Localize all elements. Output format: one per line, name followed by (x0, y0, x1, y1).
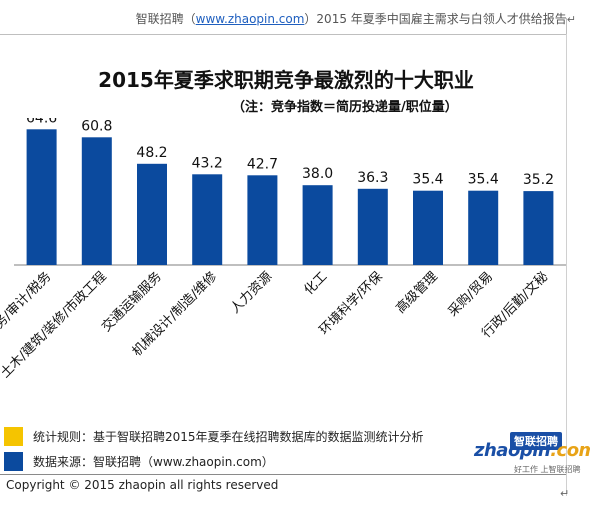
header-suffix: ）2015 年夏季中国雇主需求与白领人才供给报告 (304, 12, 567, 26)
legend-swatch-blue (4, 451, 23, 471)
footer-divider (0, 474, 566, 475)
bar-value-label-9: 35.4 (468, 172, 499, 188)
return-mark-bottom: ↵ (560, 487, 570, 500)
return-mark: ↵ (566, 13, 576, 26)
header-corner-mark (566, 18, 567, 34)
legend-rule-text: 统计规则：基于智联招聘2015年夏季在线招聘数据库的数据监测统计分析 (33, 429, 424, 444)
bar-value-label-5: 42.7 (247, 156, 278, 172)
chart-title: 2015年夏季求职期竞争最激烈的十大职业 (98, 68, 474, 92)
category-label-2: 土木/建筑/装修/市政工程 (0, 269, 110, 382)
legend-source: 数据来源：智联招聘（www.zhaopin.com） (0, 450, 274, 472)
legend-swatch-yellow (4, 426, 23, 446)
logo-wordmark: zhaopin.com (474, 440, 590, 461)
bar-chart: 64.6财务/审计/税务60.8土木/建筑/装修/市政工程48.2交通运输服务4… (0, 118, 566, 382)
bar-3 (137, 163, 167, 265)
bar-4 (192, 174, 223, 265)
page-margin-line (566, 34, 567, 496)
category-label-8: 高级管理 (393, 269, 441, 317)
bar-10 (523, 191, 554, 265)
bar-value-label-6: 38.0 (302, 166, 333, 182)
copyright: Copyright © 2015 zhaopin all rights rese… (6, 478, 279, 492)
header-divider (0, 34, 566, 35)
chart-subtitle: （注：竞争指数＝简历投递量/职位量） (232, 100, 458, 115)
bar-value-label-1: 64.6 (26, 118, 57, 126)
bar-2 (81, 137, 112, 265)
bar-8 (413, 190, 443, 265)
bar-value-label-8: 35.4 (412, 172, 443, 188)
bar-6 (302, 185, 333, 265)
zhaopin-logo: 智联招聘 zhaopin.com 好工作 上智联招聘 (474, 432, 590, 476)
header-prefix: 智联招聘（ (135, 12, 196, 26)
logo-wordmark-main: zhaopin (474, 440, 551, 461)
logo-wordmark-domain: .com (550, 440, 590, 461)
bar-1 (26, 129, 57, 265)
header-link[interactable]: www.zhaopin.com (195, 12, 305, 26)
bar-5 (247, 175, 278, 265)
category-label-9: 采购/贸易 (445, 269, 496, 320)
report-header: 智联招聘（www.zhaopin.com）2015 年夏季中国雇主需求与白领人才… (0, 10, 576, 30)
category-label-5: 人力资源 (228, 269, 275, 316)
category-label-6: 化工 (301, 269, 330, 298)
bar-value-label-4: 43.2 (192, 155, 223, 171)
bar-value-label-3: 48.2 (136, 145, 167, 161)
bar-value-label-10: 35.2 (523, 172, 554, 188)
logo-badge: 智联招聘 (510, 432, 562, 450)
logo-tagline: 好工作 上智联招聘 (514, 465, 581, 474)
bar-9 (468, 190, 499, 265)
bar-value-label-2: 60.8 (81, 118, 112, 134)
bar-7 (357, 188, 388, 265)
bar-value-label-7: 36.3 (357, 170, 388, 186)
legend-rule: 统计规则：基于智联招聘2015年夏季在线招聘数据库的数据监测统计分析 (0, 425, 424, 447)
legend-source-text: 数据来源：智联招聘（www.zhaopin.com） (33, 454, 274, 469)
